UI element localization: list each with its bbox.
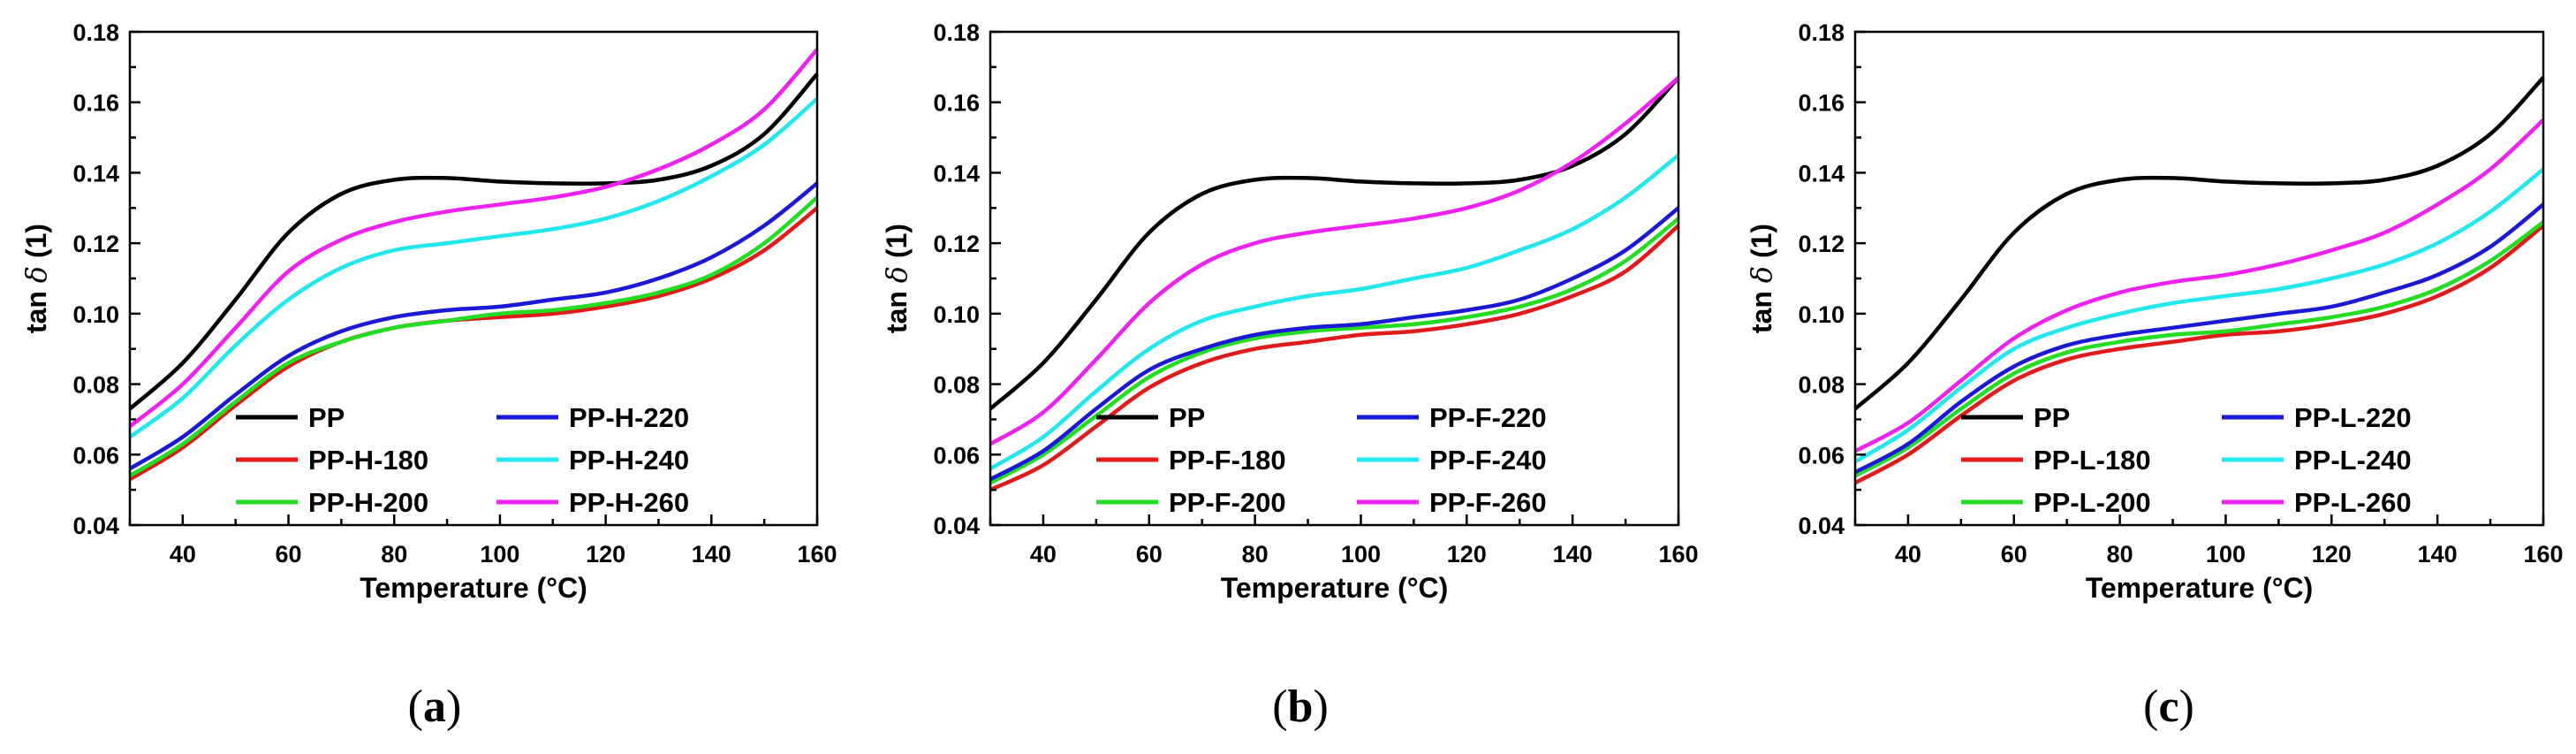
legend-label: PP-F-240 — [1429, 445, 1547, 476]
series-line-pp-f-200 — [989, 217, 1680, 485]
x-tick-label: 60 — [1136, 541, 1163, 567]
x-tick-label: 60 — [276, 541, 302, 567]
x-tick-label: 100 — [2206, 541, 2246, 567]
y-tick-label: 0.14 — [933, 160, 980, 187]
y-tick-label: 0.16 — [1798, 90, 1845, 117]
y-axis-label: tan δ (1) — [1745, 224, 1778, 333]
series-line-pp-l-240 — [1853, 167, 2545, 464]
x-axis-label: Temperature (°C) — [2086, 572, 2314, 604]
x-tick-label: 140 — [692, 541, 731, 567]
x-tick-label: 80 — [2107, 541, 2133, 567]
legend-label: PP — [308, 402, 345, 433]
y-tick-label: 0.10 — [933, 301, 980, 328]
y-tick-label: 0.04 — [72, 513, 119, 539]
series-line-pp-f-220 — [989, 206, 1680, 482]
x-tick-label: 120 — [1447, 541, 1487, 567]
x-tick-label: 60 — [2001, 541, 2027, 567]
legend-label: PP-H-240 — [569, 445, 689, 476]
series-line-pp-f-240 — [989, 153, 1680, 471]
y-tick-label: 0.04 — [933, 513, 980, 539]
series-line-pp-f-180 — [989, 224, 1680, 492]
series-line-pp — [128, 72, 819, 411]
x-tick-label: 160 — [1658, 541, 1698, 567]
y-tick-label: 0.12 — [1798, 231, 1845, 257]
y-tick-label: 0.18 — [1798, 19, 1845, 46]
x-tick-label: 40 — [170, 541, 196, 567]
series-line-pp-h-240 — [128, 97, 819, 439]
y-tick-label: 0.10 — [1798, 301, 1845, 328]
y-tick-label: 0.08 — [1798, 372, 1845, 399]
chart-panel-b: 40 60 80 100 120 140 160 0.04 0.06 0.08 0.10 0.12 0.… — [880, 19, 1699, 604]
series-line-pp — [989, 76, 1680, 411]
series-line-pp — [1853, 76, 2545, 411]
series-line-pp-h-180 — [128, 206, 819, 482]
series-line-pp-l-260 — [1853, 118, 2545, 453]
x-tick-label: 140 — [1553, 541, 1593, 567]
legend-label: PP-H-220 — [569, 402, 689, 433]
y-axis-label: tan δ (1) — [880, 224, 913, 333]
y-tick-label: 0.12 — [933, 231, 980, 257]
series-line-pp-l-200 — [1853, 220, 2545, 478]
legend: PP PP-H-180 PP-H-200 PP-H-220 PP-H-240 PP-H-2… — [236, 402, 689, 518]
legend-label: PP-L-260 — [2294, 487, 2412, 518]
y-tick-label: 0.08 — [933, 372, 980, 399]
panel-caption-c: (c) — [2143, 682, 2194, 732]
x-axis-label: Temperature (°C) — [360, 572, 587, 604]
series-line-pp-l-220 — [1853, 202, 2545, 475]
legend-label: PP-H-260 — [569, 487, 689, 518]
y-tick-label: 0.18 — [933, 19, 980, 46]
series-line-pp-h-200 — [128, 195, 819, 478]
panel-caption-a: (a) — [407, 682, 462, 732]
legend: PP PP-F-180 PP-F-200 PP-F-220 PP-F-240 PP-F-2… — [1096, 402, 1547, 518]
legend-label: PP — [1169, 402, 1205, 433]
series-line-pp-f-260 — [989, 76, 1680, 446]
x-tick-label: 140 — [2418, 541, 2458, 567]
legend-label: PP-L-220 — [2294, 402, 2412, 433]
legend-label: PP-L-200 — [2034, 487, 2151, 518]
x-tick-label: 120 — [2312, 541, 2352, 567]
series-line-pp-h-220 — [128, 181, 819, 471]
legend-label: PP — [2034, 402, 2070, 433]
y-tick-label: 0.06 — [1798, 442, 1845, 468]
y-tick-label: 0.06 — [72, 442, 119, 468]
legend-label: PP-L-240 — [2294, 445, 2412, 476]
y-tick-label: 0.06 — [933, 442, 980, 468]
legend: PP PP-L-180 PP-L-200 PP-L-220 PP-L-240 PP-L-2… — [1961, 402, 2412, 518]
legend-label: PP-L-180 — [2034, 445, 2151, 476]
x-tick-label: 160 — [797, 541, 837, 567]
chart-panel-a: 40 60 80 100 120 140 160 0.04 0.06 0.08 0.10 0.12 0.… — [19, 19, 837, 604]
y-tick-label: 0.08 — [72, 372, 119, 399]
x-tick-label: 120 — [586, 541, 625, 567]
chart-panel-c: 40 60 80 100 120 140 160 0.04 0.06 0.08 0.10 0.12 0.… — [1745, 19, 2564, 604]
legend-label: PP-H-180 — [308, 445, 428, 476]
x-tick-label: 40 — [1030, 541, 1057, 567]
panel-caption-b: (b) — [1272, 682, 1329, 732]
x-tick-label: 100 — [480, 541, 519, 567]
x-tick-label: 160 — [2523, 541, 2563, 567]
y-tick-label: 0.14 — [1798, 160, 1845, 187]
y-tick-label: 0.16 — [933, 90, 980, 117]
x-tick-label: 100 — [1341, 541, 1381, 567]
x-axis-label: Temperature (°C) — [1221, 572, 1449, 604]
y-tick-label: 0.10 — [72, 301, 119, 328]
legend-label: PP-F-220 — [1429, 402, 1547, 433]
legend-label: PP-F-200 — [1169, 487, 1286, 518]
x-tick-label: 80 — [1242, 541, 1269, 567]
legend-label: PP-H-200 — [308, 487, 428, 518]
series-line-pp-l-180 — [1853, 224, 2545, 485]
y-tick-label: 0.14 — [72, 160, 119, 187]
x-tick-label: 40 — [1895, 541, 1921, 567]
y-tick-label: 0.18 — [72, 19, 119, 46]
y-tick-label: 0.16 — [72, 90, 119, 117]
series-line-pp-h-260 — [128, 48, 819, 429]
legend-label: PP-F-180 — [1169, 445, 1286, 476]
legend-label: PP-F-260 — [1429, 487, 1547, 518]
x-tick-label: 80 — [381, 541, 407, 567]
y-axis-label: tan δ (1) — [19, 224, 53, 333]
y-tick-label: 0.04 — [1798, 513, 1845, 539]
y-tick-label: 0.12 — [72, 231, 119, 257]
